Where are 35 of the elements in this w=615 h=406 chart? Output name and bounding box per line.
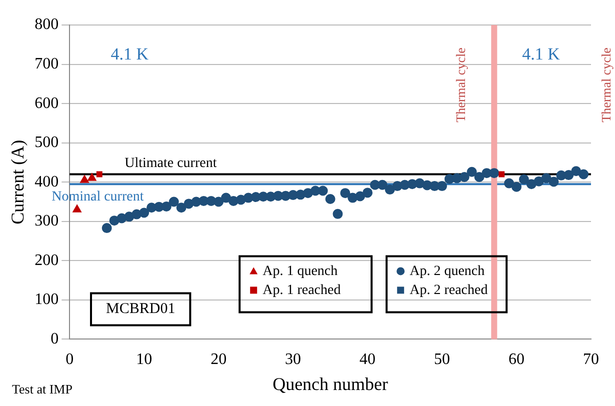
legend-label: Ap. 1 reached: [262, 282, 341, 298]
x-tick-label: 50: [434, 351, 450, 368]
y-tick-label: 0: [50, 330, 59, 348]
point: [80, 175, 89, 183]
text: Test at IMP: [12, 381, 72, 396]
x-tick-label: 40: [360, 351, 376, 368]
x-tick-label: 0: [66, 351, 74, 368]
y-tick-label: 600: [34, 94, 59, 112]
point: [498, 171, 505, 178]
x-axis-title: Quench number: [272, 374, 388, 394]
point: [96, 171, 102, 178]
annotation: 4.1 K: [110, 44, 150, 64]
x-tick-label: 20: [210, 351, 227, 368]
legend-label: Ap. 2 quench: [410, 264, 485, 279]
x-tick-label: 60: [508, 351, 525, 368]
annotation: Thermal cycle: [452, 47, 468, 122]
annotation: MCBRD01: [106, 301, 176, 318]
y-tick-label: 800: [34, 16, 59, 34]
y-tick-label: 200: [34, 252, 59, 269]
x-tick-label: 30: [285, 351, 302, 368]
x-tick-label: 10: [136, 351, 152, 368]
ref-line-label: Ultimate current: [124, 156, 217, 171]
annotation: 4.1 K: [522, 44, 561, 64]
y-tick-label: 500: [34, 134, 59, 152]
y-tick-label: 100: [34, 291, 59, 308]
x-tick-label: 70: [583, 351, 599, 368]
legend-label: Ap. 1 quench: [262, 264, 338, 279]
y-tick-label: 400: [34, 173, 59, 190]
point: [72, 204, 82, 212]
text: Thermal cycle: [598, 47, 614, 122]
point: [88, 173, 96, 181]
y-axis-title: Current (A): [8, 140, 28, 224]
legend-label: Ap. 2 reached: [410, 282, 488, 298]
y-tick-label: 700: [34, 55, 59, 72]
y-tick-label: 300: [34, 212, 59, 230]
